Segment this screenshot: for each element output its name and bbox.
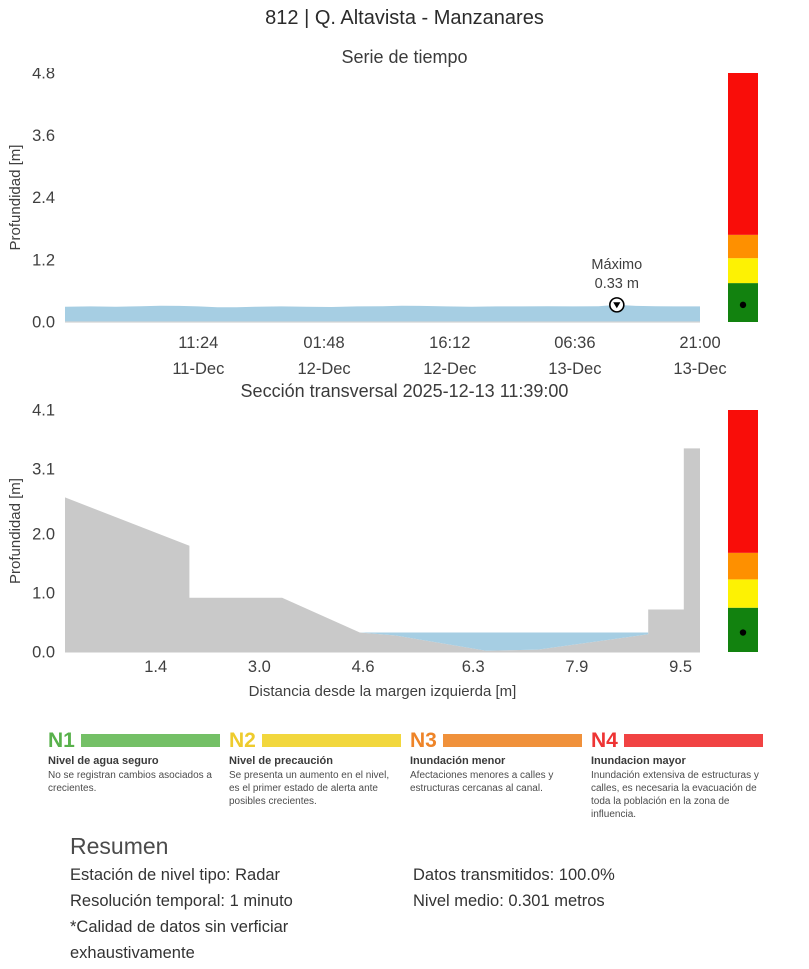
depth-area-series: [65, 304, 700, 322]
legend-swatch-n3-icon: [442, 734, 582, 747]
y-tick-label: 0.0: [32, 644, 55, 662]
legend-swatch-n2-icon: [261, 734, 401, 747]
resumen-heading: Resumen: [70, 833, 169, 859]
legend-desc-n3: Afectaciones menores a calles y estructu…: [410, 770, 554, 794]
x-tick-time-label: 16:12: [429, 334, 470, 352]
alert-bar-segment-n2: [728, 579, 758, 608]
x-tick-time-label: 11:24: [178, 334, 218, 352]
y-tick-label: 4.8: [32, 68, 55, 83]
resumen-resolution: Resolución temporal: 1 minuto: [70, 892, 293, 910]
legend-swatch-n4-icon: [623, 734, 763, 747]
legend-item-n2: N2 Nivel de precaución Se presenta un au…: [229, 730, 401, 808]
legend-head-n3: N3: [410, 730, 582, 751]
terrain-profile: [65, 448, 700, 652]
resumen-left-column: Estación de nivel tipo: Radar Resolución…: [70, 862, 375, 966]
legend-title-n3: Inundación menor: [410, 755, 506, 767]
x-tick-time-label: 01:48: [303, 334, 344, 352]
legend-title-n4: Inundacion mayor: [591, 755, 686, 767]
alert-level-legend: N1 Nivel de agua seguro No se registran …: [0, 730, 809, 830]
y-tick-label: 4.1: [32, 402, 55, 420]
max-marker-triangle-icon: [613, 302, 621, 309]
alert-bar-segment-n4: [728, 73, 758, 235]
x-tick-time-label: 21:00: [679, 334, 720, 352]
x-axis-label: Distancia desde la margen izquierda [m]: [249, 683, 517, 700]
x-tick-label: 4.6: [352, 658, 375, 676]
legend-desc-n2: Se presenta un aumento en el nivel, es e…: [229, 770, 390, 807]
alert-bar-segment-n3: [728, 234, 758, 259]
legend-title-n2: Nivel de precaución: [229, 755, 333, 767]
x-tick-time-label: 06:36: [554, 334, 595, 352]
y-tick-label: 1.0: [32, 584, 55, 602]
legend-item-n1: N1 Nivel de agua seguro No se registran …: [48, 730, 220, 795]
legend-item-n3: N3 Inundación menor Afectaciones menores…: [410, 730, 582, 795]
legend-code-n1: N1: [48, 729, 75, 752]
y-tick-label: 1.2: [32, 251, 55, 269]
resumen-quality-note: *Calidad de datos sin verficiar exhausti…: [70, 918, 289, 962]
legend-title-n1: Nivel de agua seguro: [48, 755, 159, 767]
y-axis-label: Profundidad [m]: [7, 145, 24, 251]
x-tick-label: 3.0: [248, 658, 271, 676]
legend-head-n2: N2: [229, 730, 401, 751]
resumen-mean-level: Nivel medio: 0.301 metros: [413, 892, 605, 910]
alert-bar-segment-n4: [728, 410, 758, 553]
current-level-dot: [739, 301, 747, 309]
max-annotation-label: Máximo: [591, 257, 642, 273]
resumen-station-type: Estación de nivel tipo: Radar: [70, 866, 281, 884]
y-tick-label: 2.0: [32, 525, 55, 543]
x-tick-date-label: 12-Dec: [297, 360, 350, 378]
x-tick-label: 1.4: [144, 658, 167, 676]
y-tick-label: 0.0: [32, 314, 55, 332]
water-area: [359, 632, 649, 651]
y-tick-label: 3.6: [32, 127, 55, 145]
legend-code-n3: N3: [410, 729, 437, 752]
timeseries-chart: 0.0 1.2 2.4 3.6 4.8 11:24 11-Dec 01:48 12-Dec 16:…: [7, 68, 758, 378]
cross-section-chart: 0.0 1.0 2.0 3.1 4.1 1.4 3.0 4.6 6.3 7.9 9.5 Distanc…: [7, 402, 758, 700]
legend-desc-n4: Inundación extensiva de estructuras y ca…: [591, 770, 759, 820]
alert-bar-segment-n2: [728, 258, 758, 284]
legend-desc-n1: No se registran cambios asociados a crec…: [48, 770, 212, 794]
current-level-dot: [739, 629, 747, 636]
timeseries-chart-title: Serie de tiempo: [341, 47, 468, 67]
legend-head-n1: N1: [48, 730, 220, 751]
x-tick-date-label: 13-Dec: [548, 360, 601, 378]
legend-code-n2: N2: [229, 729, 256, 752]
max-annotation-value: 0.33 m: [595, 276, 639, 292]
cross-section-chart-title: Sección transversal 2025-12-13 11:39:00: [240, 381, 569, 401]
x-tick-date-label: 11-Dec: [172, 360, 224, 378]
y-tick-label: 2.4: [32, 189, 55, 207]
legend-swatch-n1-icon: [80, 734, 220, 747]
resumen-right-column: Datos transmitidos: 100.0% Nivel medio: …: [413, 862, 753, 914]
x-tick-date-label: 13-Dec: [673, 360, 726, 378]
x-tick-label: 6.3: [462, 658, 485, 676]
legend-code-n4: N4: [591, 729, 618, 752]
legend-head-n4: N4: [591, 730, 763, 751]
y-axis-label: Profundidad [m]: [7, 478, 24, 584]
y-tick-label: 3.1: [32, 461, 55, 479]
x-tick-date-label: 12-Dec: [423, 360, 476, 378]
page-title: 812 | Q. Altavista - Manzanares: [265, 7, 544, 29]
x-tick-label: 9.5: [669, 658, 692, 676]
resumen-transmitted: Datos transmitidos: 100.0%: [413, 866, 615, 884]
alert-bar-segment-n3: [728, 552, 758, 580]
legend-item-n4: N4 Inundacion mayor Inundación extensiva…: [591, 730, 763, 821]
x-tick-label: 7.9: [565, 658, 588, 676]
